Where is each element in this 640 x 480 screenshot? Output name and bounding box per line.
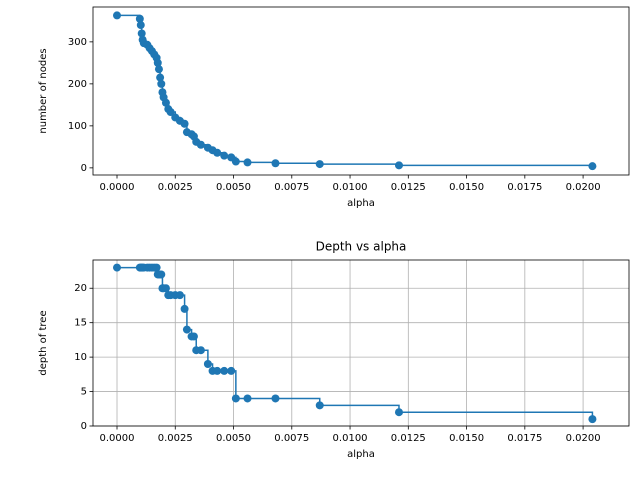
y-tick-label: 5 [81, 387, 87, 398]
marker [394, 161, 403, 170]
marker [588, 415, 597, 424]
y-tick-label: 300 [68, 37, 87, 48]
x-tick-label: 0.0000 [100, 433, 135, 444]
marker [154, 65, 163, 74]
marker [203, 360, 212, 369]
marker [175, 291, 184, 300]
marker [180, 304, 189, 313]
x-tick-label: 0.0075 [274, 182, 309, 193]
axes: 0.0000 0.0025 0.0050 0.0075 0.0100 0.0125 0.01… [38, 240, 630, 460]
marker [135, 14, 144, 23]
y-tick-label: 10 [74, 352, 87, 363]
marker [196, 346, 205, 355]
marker [588, 162, 597, 171]
x-axis-label: alpha [347, 449, 375, 460]
axes-frame [92, 259, 630, 427]
y-tick-label: 100 [68, 121, 87, 132]
axes-frame [92, 6, 630, 176]
y-axis-label: depth of tree [38, 310, 49, 375]
x-tick-label: 0.0200 [566, 433, 601, 444]
x-tick-label: 0.0025 [158, 433, 193, 444]
marker [220, 366, 229, 375]
marker [153, 58, 162, 67]
marker [220, 151, 229, 160]
chart-title: Depth vs alpha [316, 240, 407, 254]
marker [271, 159, 280, 168]
axes: 0.0000 0.0025 0.0050 0.0075 0.0100 0.0125 0.01… [38, 6, 630, 209]
x-tick-label: 0.0125 [391, 433, 426, 444]
marker [394, 408, 403, 417]
y-tick-label: 15 [74, 318, 87, 329]
y-tick-label: 0 [81, 421, 87, 432]
marker [243, 158, 252, 167]
marker [315, 160, 324, 169]
marker [157, 79, 166, 88]
marker [213, 148, 222, 157]
x-tick-label: 0.0175 [507, 182, 542, 193]
x-tick-label: 0.0000 [100, 182, 135, 193]
marker [189, 332, 198, 341]
x-tick-label: 0.0125 [391, 182, 426, 193]
x-tick-label: 0.0200 [566, 182, 601, 193]
marker [113, 11, 122, 20]
y-tick-label: 0 [81, 163, 87, 174]
marker [161, 284, 170, 293]
marker [166, 108, 175, 116]
marker [113, 263, 122, 272]
marker [231, 394, 240, 403]
marker [243, 394, 252, 403]
y-axis-label: number of nodes [38, 48, 49, 133]
x-tick-label: 0.0100 [333, 433, 368, 444]
marker [231, 157, 240, 166]
x-tick-label: 0.0050 [216, 433, 251, 444]
marker [180, 119, 189, 128]
marker [182, 325, 191, 334]
marker [136, 21, 145, 30]
marker [196, 140, 205, 149]
marker [271, 394, 280, 403]
x-tick-label: 0.0075 [274, 433, 309, 444]
marker [227, 366, 236, 375]
marker [137, 29, 146, 38]
x-tick-label: 0.0150 [449, 182, 484, 193]
marker [161, 98, 170, 107]
x-tick-label: 0.0150 [449, 433, 484, 444]
x-tick-label: 0.0100 [333, 182, 368, 193]
marker [315, 401, 324, 410]
x-axis-label: alpha [347, 198, 375, 209]
x-tick-label: 0.0025 [158, 182, 193, 193]
step-line [117, 14, 594, 167]
x-tick-label: 0.0050 [216, 182, 251, 193]
marker [213, 366, 222, 375]
marker [157, 270, 166, 279]
marker [152, 263, 161, 272]
y-tick-label: 20 [74, 283, 87, 294]
marker [156, 73, 165, 82]
step-line [117, 266, 594, 420]
y-tick-label: 200 [68, 79, 87, 90]
x-tick-label: 0.0175 [507, 433, 542, 444]
